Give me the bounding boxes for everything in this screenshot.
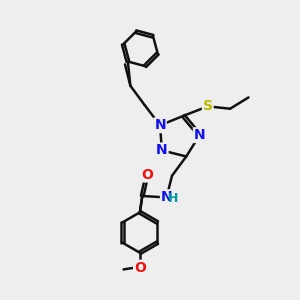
Text: S: S	[203, 99, 213, 113]
Text: N: N	[154, 118, 166, 132]
Text: N: N	[161, 190, 172, 204]
Text: O: O	[134, 261, 146, 274]
Text: O: O	[141, 168, 153, 182]
Text: N: N	[194, 128, 206, 142]
Text: N: N	[156, 143, 168, 158]
Text: H: H	[168, 192, 178, 205]
